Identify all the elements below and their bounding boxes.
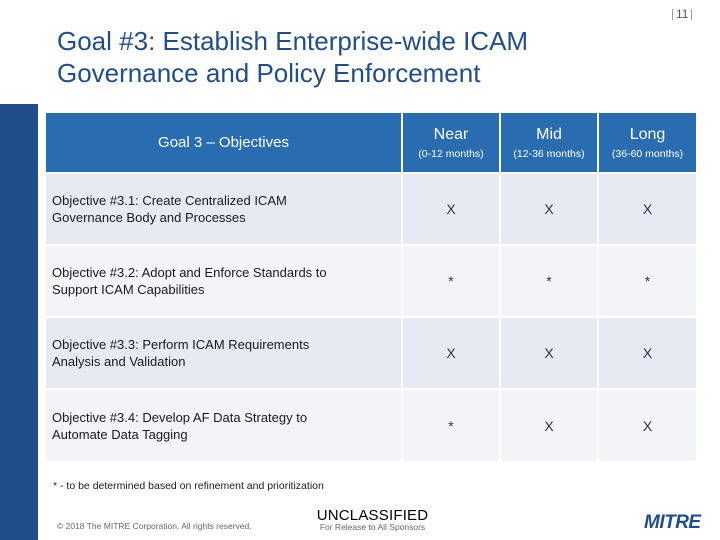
mid-term-header: Mid (12-36 months): [499, 113, 598, 173]
table-row: Objective #3.1: Create Centralized ICAM …: [46, 172, 696, 245]
release-statement: For Release to All Sponsors: [319, 522, 426, 532]
near-term-mark: X: [401, 316, 500, 389]
table-row: Objective #3.2: Adopt and Enforce Standa…: [46, 244, 696, 317]
objective-label-line-2: Analysis and Validation: [52, 354, 186, 369]
mid-term-mark: X: [499, 172, 598, 245]
objective-label-line-1: Objective #3.1: Create Centralized ICAM: [52, 193, 287, 208]
objective-label-line-2: Governance Body and Processes: [52, 210, 246, 225]
slide-title: Goal #3: Establish Enterprise-wide ICAM …: [57, 25, 677, 89]
left-accent-bar: [0, 0, 38, 540]
slide-title-line-2: Governance and Policy Enforcement: [57, 58, 481, 88]
near-term-mark: X: [401, 172, 500, 245]
table-header-row: Goal 3 – Objectives Near (0-12 months) M…: [46, 113, 696, 173]
objective-label-line-2: Support ICAM Capabilities: [52, 282, 205, 297]
mid-term-mark: X: [499, 388, 598, 461]
mitre-logo-text: MITRE: [644, 512, 702, 532]
objective-label: Objective #3.1: Create Centralized ICAM …: [46, 172, 402, 245]
near-term-mark: *: [401, 244, 500, 317]
objective-label: Objective #3.3: Perform ICAM Requirement…: [46, 316, 402, 389]
table-row: Objective #3.4: Develop AF Data Strategy…: [46, 388, 696, 461]
slide-number-divider-left: [672, 8, 673, 20]
mid-term-mark: *: [499, 244, 598, 317]
mid-term-mark: X: [499, 316, 598, 389]
mitre-logo: MITRE: [644, 512, 703, 532]
objective-label-line-2: Automate Data Tagging: [52, 426, 188, 442]
slide-number: 11: [672, 7, 693, 21]
mid-term-label: Mid: [536, 125, 562, 143]
goal-objectives-header: Goal 3 – Objectives: [46, 113, 402, 173]
classification-label: UNCLASSIFIED: [316, 507, 429, 524]
objective-label-line-1: Objective #3.4: Develop AF Data Strategy…: [52, 409, 308, 425]
slide-number-divider-right: [691, 8, 693, 20]
long-term-range: (36-60 months): [611, 147, 684, 160]
table-row: Objective #3.3: Perform ICAM Requirement…: [46, 316, 696, 389]
mid-term-range: (12-36 months): [513, 147, 585, 160]
near-term-header: Near (0-12 months): [401, 113, 500, 173]
copyright-notice: © 2018 The MITRE Corporation. All rights…: [57, 521, 252, 531]
objective-label: Objective #3.2: Adopt and Enforce Standa…: [46, 244, 402, 317]
objectives-table: Goal 3 – Objectives Near (0-12 months) M…: [46, 113, 696, 461]
near-term-label: Near: [433, 125, 469, 143]
near-term-mark: *: [401, 388, 500, 461]
footnote: * - to be determined based on refinement…: [53, 480, 324, 492]
classification-marking: UNCLASSIFIED For Release to All Sponsors: [300, 507, 445, 532]
objective-label-line-1: Objective #3.3: Perform ICAM Requirement…: [52, 337, 310, 352]
long-term-mark: X: [597, 388, 696, 461]
slide-number-value: 11: [676, 7, 689, 21]
long-term-label: Long: [629, 125, 666, 143]
long-term-header: Long (36-60 months): [597, 113, 696, 173]
long-term-mark: X: [597, 316, 696, 389]
near-term-range: (0-12 months): [418, 147, 484, 160]
slide-title-line-1: Goal #3: Establish Enterprise-wide ICAM: [57, 26, 529, 56]
objective-label: Objective #3.4: Develop AF Data Strategy…: [46, 388, 402, 461]
long-term-mark: X: [597, 172, 696, 245]
objective-label-line-1: Objective #3.2: Adopt and Enforce Standa…: [52, 265, 327, 280]
long-term-mark: *: [597, 244, 696, 317]
